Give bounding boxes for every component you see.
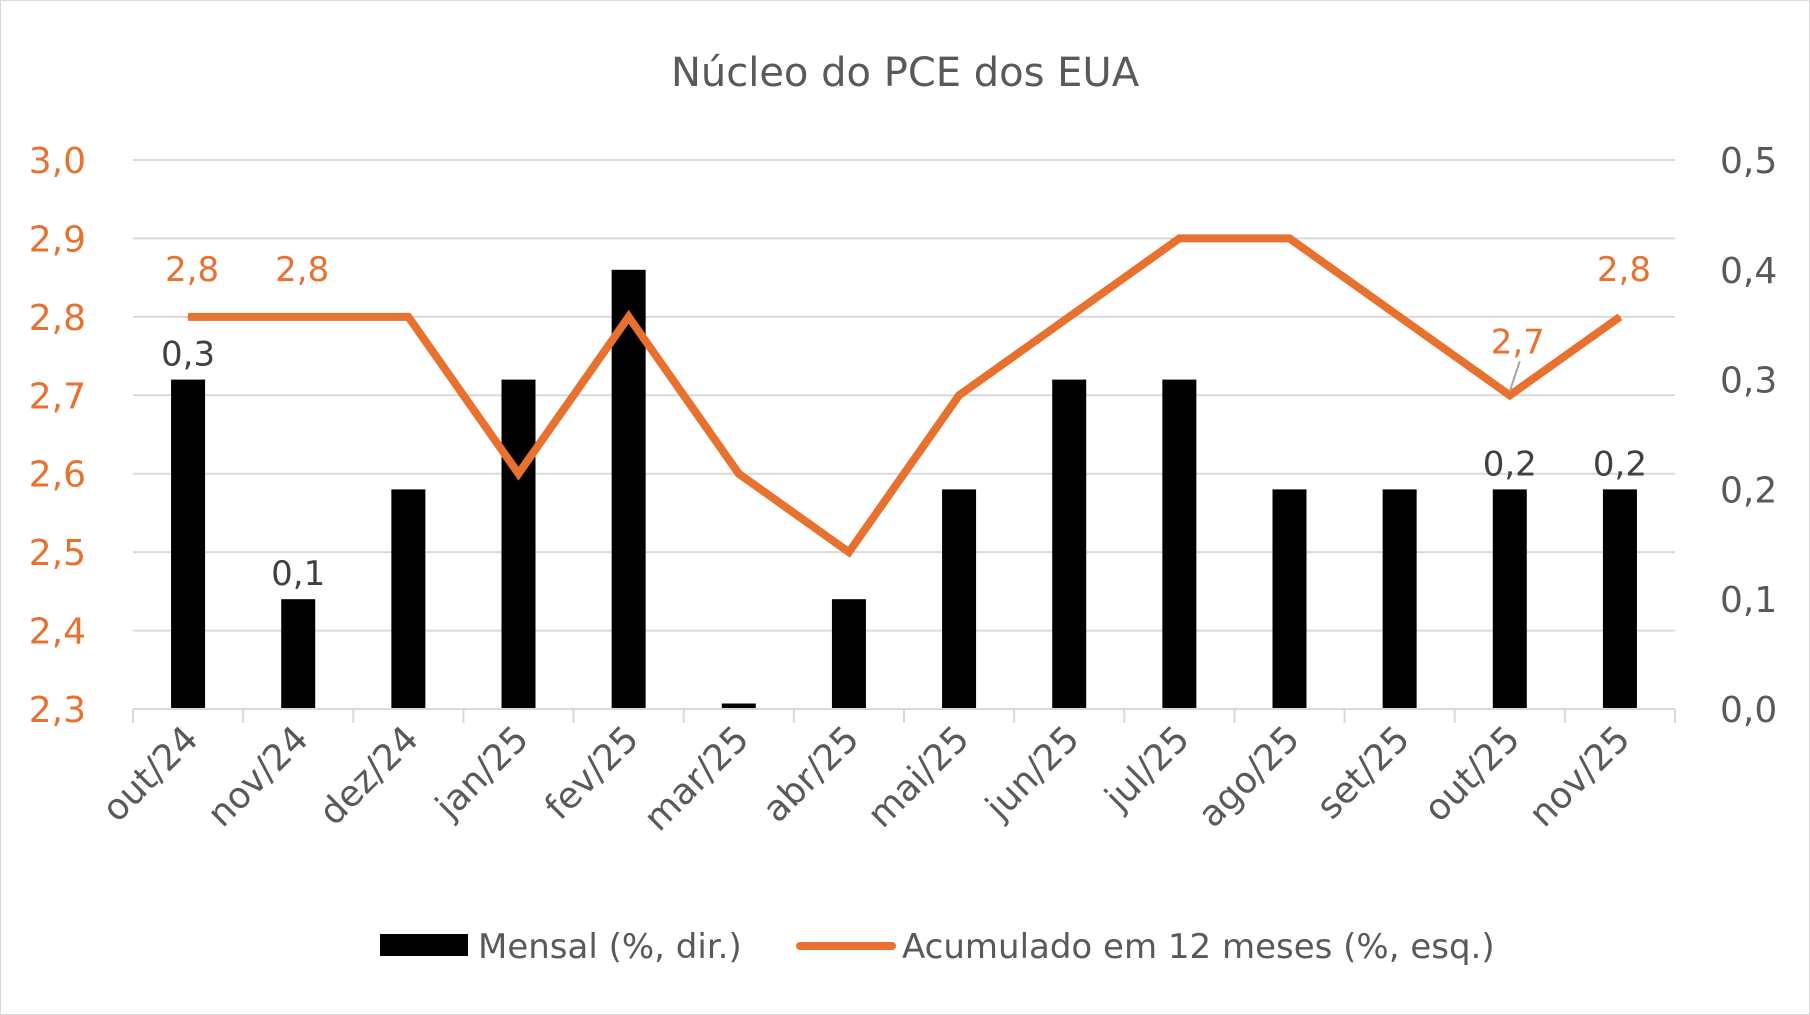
line-point — [737, 472, 740, 475]
chart-title: Núcleo do PCE dos EUA — [671, 50, 1140, 96]
bar — [391, 489, 426, 709]
line-point — [407, 315, 410, 318]
line-point — [297, 315, 300, 318]
x-axis-tick-label: nov/25 — [1522, 718, 1639, 835]
legend-label-bars: Mensal (%, dir.) — [478, 927, 742, 967]
right-axis-tick-label: 0,1 — [1720, 580, 1777, 621]
line-data-label: 2,8 — [165, 250, 219, 290]
x-axis-tick-label: jul/25 — [1097, 718, 1198, 819]
right-axis-tick-label: 0,4 — [1720, 251, 1777, 292]
right-axis-tick-label: 0,3 — [1720, 361, 1777, 402]
line-point — [1178, 237, 1181, 240]
line-point — [627, 315, 630, 318]
line-series — [188, 234, 1623, 558]
left-axis-tick-label: 2,6 — [29, 455, 86, 496]
x-axis-tick-label: abr/25 — [755, 718, 867, 830]
x-axis-tick-label: jun/25 — [978, 718, 1088, 828]
left-axis-tick-label: 2,7 — [29, 376, 86, 417]
bar — [831, 599, 866, 709]
bar — [611, 269, 646, 709]
right-axis-tick-label: 0,5 — [1720, 141, 1777, 182]
bar — [1272, 489, 1307, 709]
line-data-label: 2,8 — [275, 250, 329, 290]
x-axis-tick-label: jan/25 — [427, 718, 536, 827]
bar — [721, 703, 756, 709]
x-axis-tick-label: nov/24 — [200, 718, 317, 835]
leader-line — [1508, 360, 1521, 392]
bar — [942, 489, 977, 709]
x-axis-tick-label: set/25 — [1309, 718, 1418, 827]
left-axis-tick-label: 2,3 — [29, 690, 86, 731]
left-axis-tick-label: 2,9 — [29, 219, 86, 260]
line-point — [1508, 394, 1511, 397]
bar — [1492, 489, 1527, 709]
x-axis-tick-label: out/25 — [1416, 718, 1528, 830]
bar — [501, 379, 536, 709]
bar-data-label: 0,3 — [161, 335, 215, 375]
bar — [171, 379, 206, 709]
bar-data-label: 0,2 — [1593, 444, 1647, 484]
right-axis-tick-label: 0,2 — [1720, 470, 1777, 511]
left-axis-tick-label: 2,8 — [29, 298, 86, 339]
bar-data-label: 0,1 — [271, 554, 325, 594]
x-axis-tick-label: dez/24 — [312, 718, 427, 833]
bar — [281, 599, 316, 709]
x-axis-tick-label: mar/25 — [636, 718, 757, 839]
line-point — [958, 394, 961, 397]
bar — [1052, 379, 1087, 709]
line-point — [1398, 315, 1401, 318]
line-point — [1068, 315, 1071, 318]
left-axis-tick-label: 2,4 — [29, 612, 86, 653]
bar — [1602, 489, 1637, 709]
x-axis-tick-label: fev/25 — [537, 718, 647, 828]
bar-data-label: 0,2 — [1483, 444, 1537, 484]
x-axis-tick-label: mai/25 — [860, 718, 977, 835]
bar — [1382, 489, 1417, 709]
bar — [1162, 379, 1197, 709]
left-axis-tick-label: 3,0 — [29, 141, 86, 182]
x-axis-tick-label: ago/25 — [1191, 718, 1308, 835]
line-point — [1288, 237, 1291, 240]
line-data-label: 2,7 — [1491, 322, 1545, 362]
line-point — [847, 551, 850, 554]
line-point — [187, 315, 190, 318]
x-axis-tick-label: out/24 — [95, 718, 207, 830]
right-axis-tick-label: 0,0 — [1720, 690, 1777, 731]
line-point — [1618, 315, 1621, 318]
legend-label-line: Acumulado em 12 meses (%, esq.) — [902, 927, 1495, 967]
line-data-label: 2,8 — [1597, 250, 1651, 290]
legend-swatch-bars — [380, 934, 468, 956]
left-axis-tick-label: 2,5 — [29, 533, 86, 574]
line-point — [517, 472, 520, 475]
legend: Mensal (%, dir.) Acumulado em 12 meses (… — [380, 927, 1495, 967]
